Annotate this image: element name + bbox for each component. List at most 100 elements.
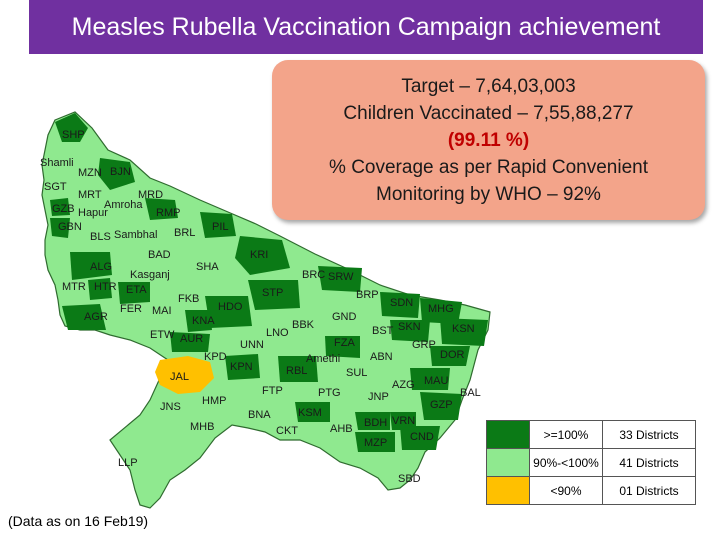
district-label-unn: UNN (240, 339, 264, 351)
legend-row: >=100% 33 Districts (486, 420, 696, 449)
legend-swatch-low (486, 476, 530, 505)
district-label-sbd: SBD (398, 473, 421, 485)
district-label-kpn: KPN (230, 361, 253, 373)
district-label-ksm: KSM (298, 407, 322, 419)
district-sdn-shape[interactable] (380, 292, 420, 318)
district-label-eta: ETA (126, 284, 147, 296)
district-rmp-shape[interactable] (145, 198, 178, 220)
district-label-bjn: BJN (110, 166, 131, 178)
district-label-mrt: MRT (78, 189, 102, 201)
district-label-bst: BST (372, 325, 394, 337)
district-label-kasganj: Kasganj (130, 269, 170, 281)
district-label-stp: STP (262, 287, 283, 299)
district-label-sgt: SGT (44, 181, 67, 193)
district-cnd-shape[interactable] (400, 426, 440, 450)
district-label-sha: SHA (196, 261, 219, 273)
legend-row: <90% 01 Districts (486, 476, 696, 505)
district-label-kpd: KPD (204, 351, 227, 363)
district-label-alg: ALG (90, 261, 112, 273)
district-fza-shape[interactable] (325, 336, 360, 358)
coverage-line-1: % Coverage as per Rapid Convenient (329, 156, 648, 178)
district-label-amethi: Amethi (306, 353, 340, 365)
district-label-bdh: BDH (364, 417, 387, 429)
district-label-hapur: Hapur (78, 207, 108, 219)
district-label-bal: BAL (460, 387, 481, 399)
district-label-sambhal: Sambhal (114, 229, 157, 241)
district-label-gnd: GND (332, 311, 357, 323)
district-label-gbn: GBN (58, 221, 82, 233)
district-label-mhg: MHG (428, 303, 454, 315)
district-label-cnd: CND (410, 431, 434, 443)
district-bdh-shape[interactable] (355, 412, 390, 430)
district-label-htr: HTR (94, 281, 117, 293)
district-label-mzp: MZP (364, 437, 387, 449)
title-bar: Measles Rubella Vaccination Campaign ach… (29, 0, 703, 54)
district-label-srw: SRW (328, 271, 354, 283)
district-kri-shape[interactable] (235, 236, 290, 275)
page-title: Measles Rubella Vaccination Campaign ach… (71, 12, 661, 41)
district-mzp-shape[interactable] (355, 432, 395, 452)
district-stp-shape[interactable] (248, 280, 300, 310)
district-shapes (50, 113, 488, 452)
district-pil-shape[interactable] (200, 212, 236, 238)
district-label-ckt: CKT (276, 425, 298, 437)
district-ksm-shape[interactable] (295, 402, 330, 422)
vaccinated-line: Children Vaccinated – 7,55,88,277 (343, 102, 634, 124)
district-agr-shape[interactable] (62, 304, 106, 330)
district-mau-shape[interactable] (410, 368, 450, 390)
campaign-stats-box: Target – 7,64,03,003 Children Vaccinated… (272, 60, 705, 220)
legend-range: <90% (529, 476, 603, 505)
legend-range: >=100% (529, 420, 603, 449)
legend-row: 90%-<100% 41 Districts (486, 448, 696, 477)
district-label-ptg: PTG (318, 387, 341, 399)
district-label-mtr: MTR (62, 281, 86, 293)
district-label-kna: KNA (192, 315, 215, 327)
target-line: Target – 7,64,03,003 (401, 75, 576, 97)
district-label-aur: AUR (180, 333, 203, 345)
district-jal-shape[interactable] (155, 356, 214, 394)
district-label-jns: JNS (160, 401, 181, 413)
district-label-gzb: GZB (52, 203, 75, 215)
district-label-mrd: MRD (138, 189, 163, 201)
district-gbn-shape[interactable] (50, 218, 70, 238)
district-dor-shape[interactable] (430, 346, 470, 366)
district-eta-shape[interactable] (118, 282, 150, 304)
district-srw-shape[interactable] (318, 266, 362, 292)
district-bjn-shape[interactable] (98, 158, 135, 190)
legend-swatch-mid (486, 448, 530, 477)
district-alg-shape[interactable] (70, 252, 112, 280)
district-label-llp: LLP (118, 457, 138, 469)
district-label-etw: ETW (150, 329, 175, 341)
legend-count: 01 Districts (602, 476, 696, 505)
district-kna-shape[interactable] (185, 310, 212, 332)
district-label-rbl: RBL (286, 365, 307, 377)
district-label-rmp: RMP (156, 207, 180, 219)
district-kpn-shape[interactable] (225, 354, 260, 380)
district-shp-shape[interactable] (55, 113, 88, 142)
district-vrn-shape[interactable] (390, 412, 416, 430)
district-label-ahb: AHB (330, 423, 353, 435)
district-rbl-shape[interactable] (278, 356, 318, 382)
district-label-brc: BRC (302, 269, 325, 281)
district-label-ksn: KSN (452, 323, 475, 335)
achievement-percent: (99.11 %) (447, 129, 530, 151)
district-label-agr: AGR (84, 311, 108, 323)
district-mhg-shape[interactable] (420, 298, 462, 324)
data-date-footnote: (Data as on 16 Feb19) (8, 513, 149, 529)
district-aur-shape[interactable] (170, 332, 210, 352)
district-skn-shape[interactable] (390, 320, 430, 342)
district-htr-shape[interactable] (88, 278, 112, 300)
district-label-fkb: FKB (178, 293, 199, 305)
district-label-bna: BNA (248, 409, 271, 421)
district-gzb-shape[interactable] (50, 198, 70, 216)
district-label-vrn: VRN (392, 415, 415, 427)
district-label-jnp: JNP (368, 391, 389, 403)
district-label-shamli: Shamli (40, 157, 74, 169)
district-label-bbk: BBK (292, 319, 315, 331)
district-label-mzn: MZN (78, 167, 102, 179)
district-label-brl: BRL (174, 227, 195, 239)
district-label-bad: BAD (148, 249, 171, 261)
district-gzp-shape[interactable] (420, 392, 462, 420)
district-ksn-shape[interactable] (440, 318, 488, 346)
district-hdo-shape[interactable] (205, 296, 252, 328)
